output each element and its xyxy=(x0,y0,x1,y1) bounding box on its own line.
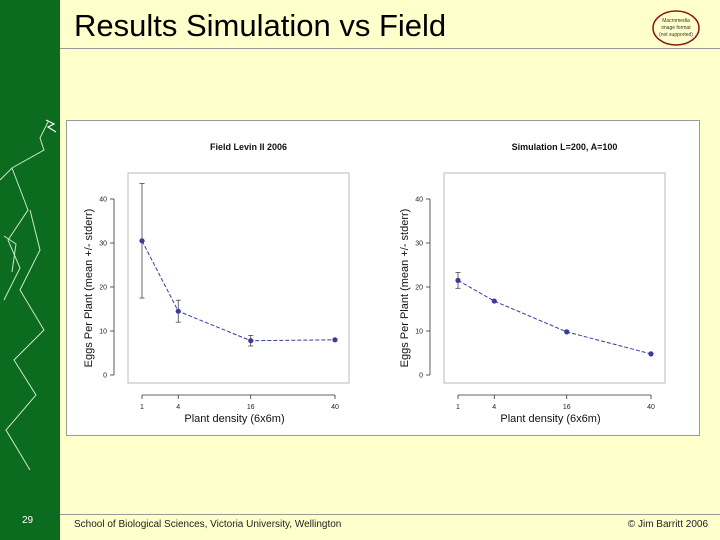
y-tick-label: 10 xyxy=(415,329,423,336)
y-tick-label: 20 xyxy=(415,285,423,292)
slide-number: 29 xyxy=(22,515,34,526)
chart-panel-2: Simulation L=200, A=100 0 10 20 30 40 1 4 16 40 Pl… xyxy=(399,142,666,425)
data-point xyxy=(491,298,497,304)
x-tick-label: 16 xyxy=(563,404,571,411)
y-tick-label: 30 xyxy=(415,241,423,248)
data-point xyxy=(648,351,654,357)
y-tick-label: 40 xyxy=(99,197,107,204)
y-tick-label: 0 xyxy=(103,373,107,380)
y-tick-label: 40 xyxy=(415,197,423,204)
series-line xyxy=(457,279,652,355)
data-point xyxy=(175,308,181,314)
y-axis-label: Eggs Per Plant (mean +/- stderr) xyxy=(399,209,411,368)
data-point xyxy=(332,337,338,343)
y-tick-label: 0 xyxy=(419,373,423,380)
x-axis-label: Plant density (6x6m) xyxy=(184,413,284,425)
x-tick-label: 4 xyxy=(176,404,180,411)
data-point xyxy=(139,238,145,244)
sidebar-decoration xyxy=(0,121,49,471)
logo-line-1: Macromedia xyxy=(662,18,690,24)
x-tick-label: 40 xyxy=(331,404,339,411)
logo-line-2: image format xyxy=(661,25,691,31)
plot-box xyxy=(443,172,666,384)
lightning-icon xyxy=(45,119,57,133)
title-divider xyxy=(60,48,720,49)
logo-line-3: (not supported) xyxy=(659,32,693,38)
x-tick-label: 1 xyxy=(140,404,144,411)
series-line xyxy=(141,240,336,342)
logo: Macromedia image format (not supported) xyxy=(652,10,700,46)
footer-divider xyxy=(60,514,720,515)
y-tick-label: 10 xyxy=(99,329,107,336)
y-axis-label: Eggs Per Plant (mean +/- stderr) xyxy=(83,209,95,368)
footer-institution: School of Biological Sciences, Victoria … xyxy=(74,519,342,530)
x-tick-label: 40 xyxy=(647,404,655,411)
data-point xyxy=(564,329,570,335)
y-tick-label: 20 xyxy=(99,285,107,292)
x-tick-label: 16 xyxy=(247,404,255,411)
x-axis-label: Plant density (6x6m) xyxy=(500,413,600,425)
plot-box xyxy=(127,172,350,384)
slide-title: Results Simulation vs Field xyxy=(74,8,447,43)
sidebar xyxy=(0,0,60,540)
footer-copyright: © Jim Barritt 2006 xyxy=(627,519,708,530)
data-point xyxy=(248,338,254,344)
chart-panel-1: Field Levin II 2006 0 10 20 30 40 1 4 16 40 Plant … xyxy=(83,142,350,425)
x-tick-label: 1 xyxy=(456,404,460,411)
data-point xyxy=(455,277,461,283)
y-tick-label: 30 xyxy=(99,241,107,248)
x-tick-label: 4 xyxy=(492,404,496,411)
chart-title: Simulation L=200, A=100 xyxy=(512,142,618,152)
chart-title: Field Levin II 2006 xyxy=(210,142,287,152)
plot-frame: Field Levin II 2006 0 10 20 30 40 1 4 16 40 Plant … xyxy=(66,120,700,436)
